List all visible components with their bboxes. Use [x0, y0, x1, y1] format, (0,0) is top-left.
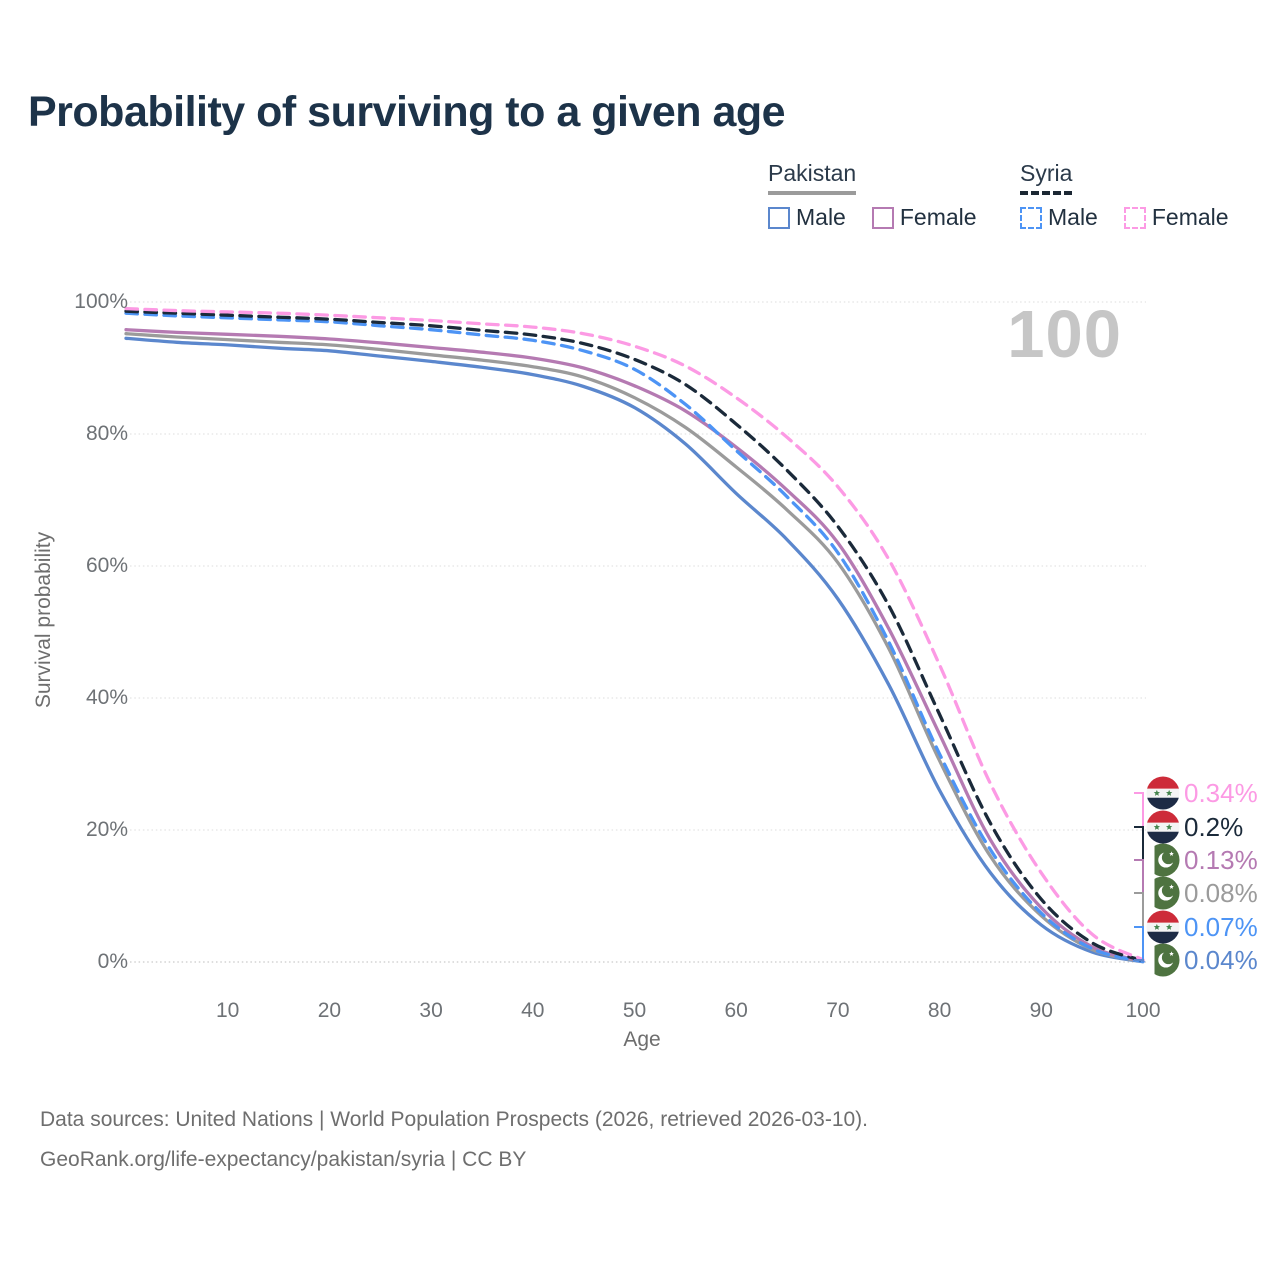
age-watermark: 100: [1007, 297, 1122, 372]
legend-item-label: Male: [796, 204, 846, 230]
end-label-pakistan-male: 0.04%: [1146, 943, 1258, 977]
line-syria-female[interactable]: [124, 306, 1145, 962]
end-label-value: 0.2%: [1184, 812, 1244, 842]
pakistan-male-swatch: [768, 206, 790, 229]
syria-flag-icon: [1146, 810, 1180, 844]
legend-country-syria: Syria: [1020, 160, 1073, 195]
x-tick-40: 40: [521, 999, 545, 1022]
syria-flag-icon: [1146, 776, 1180, 810]
end-label-pakistan-female: 0.13%: [1146, 843, 1258, 877]
end-label-syria-male: 0.07%: [1146, 910, 1258, 944]
legend-item-pakistan-female[interactable]: Female: [871, 204, 977, 231]
legend-item-label: Female: [1151, 204, 1229, 230]
pakistan-flag-icon: [1146, 876, 1180, 910]
x-tick-20: 20: [317, 999, 342, 1022]
end-label-value: 0.08%: [1184, 878, 1258, 908]
line-pakistan-male[interactable]: [124, 336, 1145, 964]
end-label-value: 0.07%: [1184, 912, 1258, 942]
legend-group-syria: Syria Male Female: [1020, 160, 1255, 231]
end-label-value: 0.34%: [1184, 778, 1258, 808]
leader-pakistan-male: [1134, 959, 1144, 962]
x-axis-label: Age: [623, 1028, 661, 1051]
end-label-value: 0.13%: [1184, 845, 1258, 875]
legend-items-syria: Male Female: [1020, 204, 1255, 231]
x-tick-10: 10: [216, 999, 240, 1022]
legend-items-pakistan: Male Female: [768, 204, 1003, 231]
line-pakistan-overall[interactable]: [124, 332, 1145, 964]
y-tick-100: 100%: [74, 290, 128, 313]
syria-male-swatch: [1020, 206, 1042, 229]
x-tick-50: 50: [622, 999, 647, 1022]
y-tick-80: 80%: [85, 422, 128, 445]
footer-sources: Data sources: United Nations | World Pop…: [40, 1108, 869, 1131]
end-label-syria-female: 0.34%: [1146, 776, 1258, 810]
y-tick-0: 0%: [97, 950, 128, 973]
y-tick-20: 20%: [85, 818, 128, 841]
legend-item-syria-female[interactable]: Female: [1123, 204, 1229, 231]
pakistan-flag-icon: [1146, 843, 1180, 877]
leader-pakistan-female: [1134, 859, 1144, 962]
line-pakistan-female[interactable]: [124, 328, 1145, 963]
legend-item-pakistan-male[interactable]: Male: [768, 204, 846, 231]
x-tick-60: 60: [724, 999, 748, 1022]
pakistan-flag-icon: [1146, 943, 1180, 977]
footer-attribution: GeoRank.org/life-expectancy/pakistan/syr…: [40, 1148, 527, 1171]
x-tick-30: 30: [419, 999, 443, 1022]
syria-female-swatch: [1123, 206, 1146, 229]
line-syria-overall[interactable]: [124, 309, 1145, 963]
legend-country-pakistan: Pakistan: [768, 160, 857, 195]
x-tick-90: 90: [1029, 999, 1053, 1022]
x-tick-80: 80: [927, 999, 952, 1022]
x-tick-70: 70: [826, 999, 850, 1022]
line-syria-male[interactable]: [124, 311, 1145, 964]
x-tick-100: 100: [1125, 999, 1161, 1022]
leader-syria-male: [1134, 926, 1144, 962]
end-label-value: 0.04%: [1184, 945, 1258, 975]
legend-item-label: Male: [1048, 204, 1098, 230]
legend-group-pakistan: Pakistan Male Female: [768, 160, 1003, 231]
leader-syria-female: [1134, 792, 1144, 960]
chart-title: Probability of surviving to a given age: [28, 88, 786, 136]
end-label-syria-overall: 0.2%: [1146, 810, 1243, 844]
legend-item-syria-male[interactable]: Male: [1020, 204, 1098, 231]
syria-flag-icon: [1146, 910, 1180, 944]
end-label-pakistan-overall: 0.08%: [1146, 876, 1258, 910]
y-tick-40: 40%: [85, 686, 128, 709]
legend-item-label: Female: [899, 204, 977, 230]
y-tick-60: 60%: [85, 554, 128, 577]
pakistan-female-swatch: [871, 206, 894, 229]
